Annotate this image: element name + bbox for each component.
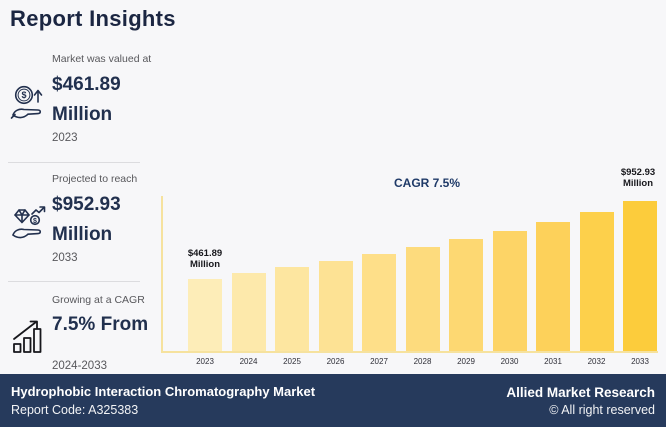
stat-label: Growing at a CAGR bbox=[52, 294, 145, 306]
x-tick-label: 2025 bbox=[283, 357, 301, 366]
stat-period: 2023 bbox=[52, 132, 78, 144]
chart-bar-2031 bbox=[536, 221, 570, 351]
x-tick-label: 2030 bbox=[500, 357, 519, 366]
chart-bar-2029 bbox=[449, 239, 483, 351]
chart-bar-2028 bbox=[405, 246, 440, 351]
x-tick-label: 2032 bbox=[587, 357, 606, 366]
cagr-label: CAGR 7.5% bbox=[394, 176, 461, 190]
divider bbox=[8, 281, 140, 282]
stat-label: Projected to reach bbox=[52, 173, 138, 185]
chart-bar-2024 bbox=[231, 273, 266, 351]
money-growth-hand-icon: $ bbox=[10, 82, 50, 124]
stat-period: 2033 bbox=[52, 252, 78, 264]
divider bbox=[8, 162, 140, 163]
diamond-hand-icon: $ bbox=[10, 202, 50, 244]
first-bar-value-label: $461.89 Million bbox=[187, 248, 223, 270]
x-tick-label: 2026 bbox=[326, 357, 345, 366]
svg-text:$: $ bbox=[33, 218, 37, 225]
stat-value: $461.89 Million bbox=[52, 74, 121, 125]
x-tick-label: 2024 bbox=[239, 357, 258, 366]
x-tick-label: 2027 bbox=[370, 357, 388, 366]
x-tick-label: 2033 bbox=[631, 357, 649, 366]
growth-chart-icon bbox=[10, 315, 50, 357]
brand-name: Allied Market Research bbox=[506, 384, 655, 400]
chart-bar-2032 bbox=[579, 212, 614, 351]
x-tick-label: 2031 bbox=[544, 357, 562, 366]
x-tick-label: 2029 bbox=[457, 357, 475, 366]
stat-value: 7.5% From bbox=[52, 314, 149, 335]
last-bar-value-label: $952.93 Million bbox=[620, 167, 656, 189]
chart-bar-2033 bbox=[623, 201, 657, 351]
stat-value: $952.93 Million bbox=[52, 194, 121, 245]
footer-right: Allied Market Research © All right reser… bbox=[506, 385, 655, 417]
copyright: © All right reserved bbox=[549, 402, 655, 417]
x-tick-label: 2023 bbox=[196, 357, 214, 366]
footer-left: Hydrophobic Interaction Chromatography M… bbox=[11, 384, 315, 417]
chart-bar-2026 bbox=[318, 260, 353, 351]
chart-bar-2025 bbox=[275, 267, 309, 351]
stat-cagr: Growing at a CAGR 7.5% From 2024-2033 bbox=[10, 294, 175, 372]
stat-label: Market was valued at bbox=[52, 53, 152, 65]
stat-market-valued: Market was valued at $ $461.89 Million bbox=[10, 53, 175, 144]
report-code: Report Code: A325383 bbox=[11, 403, 139, 417]
stat-projected-reach: Projected to reach $ $952.93 Million bbox=[10, 173, 175, 264]
footer-bar: Hydrophobic Interaction Chromatography M… bbox=[0, 374, 666, 427]
page-title: Report Insights bbox=[10, 6, 176, 31]
svg-text:$: $ bbox=[21, 90, 26, 100]
chart-bar-2030 bbox=[492, 230, 527, 351]
x-tick-label: 2028 bbox=[413, 357, 432, 366]
bar-chart: CAGR 7.5% $461.89 Million $952.93 Millio… bbox=[161, 167, 658, 366]
chart-bar-2027 bbox=[362, 254, 396, 351]
stat-period: 2024-2033 bbox=[52, 360, 107, 372]
market-title: Hydrophobic Interaction Chromatography M… bbox=[11, 384, 316, 399]
chart-bar-2023 bbox=[188, 278, 222, 351]
